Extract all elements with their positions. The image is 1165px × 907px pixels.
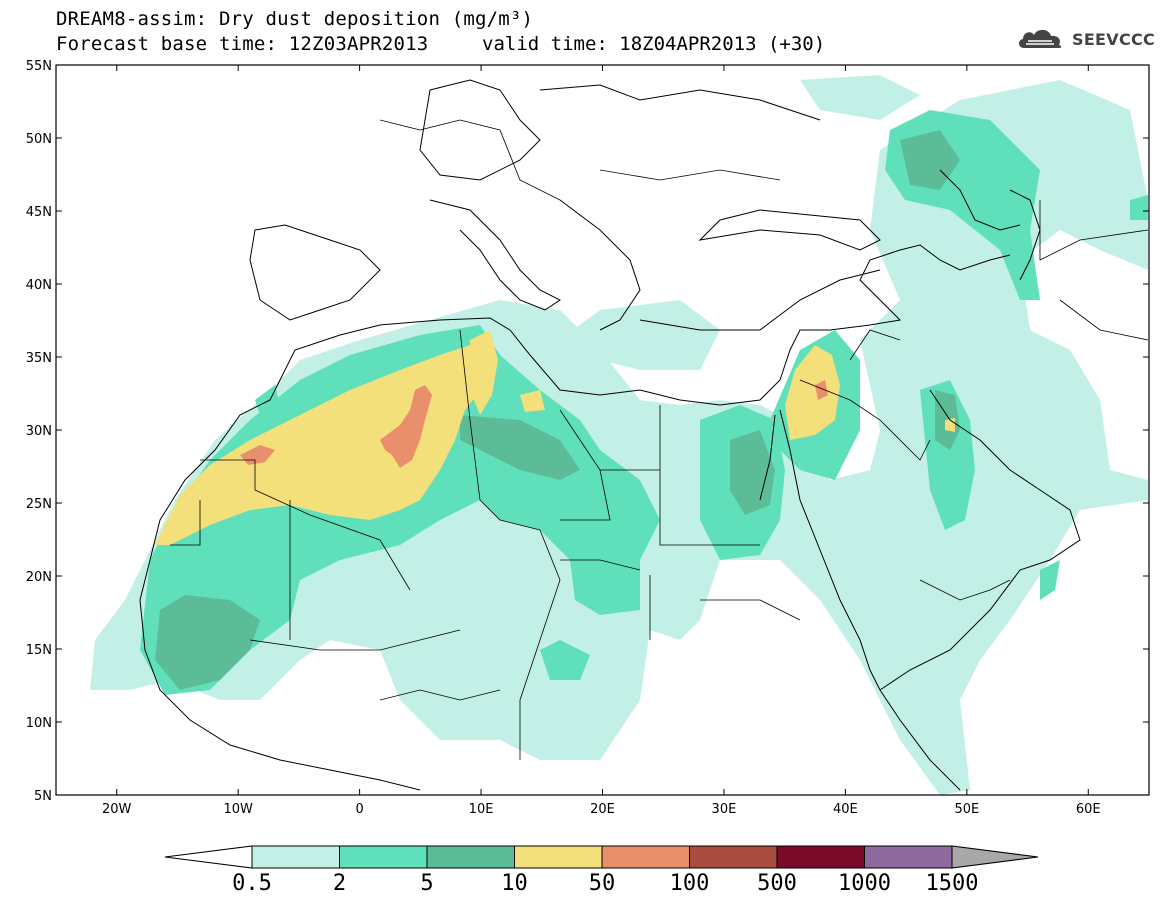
lat-tick-label: 35N bbox=[26, 351, 52, 366]
longitude-axis: 20W 10W 0 10E 20E 30E 40E 50E 60E bbox=[102, 65, 1101, 817]
seevccc-logo: SEEVCCC bbox=[1016, 26, 1155, 52]
lon-tick-label: 30E bbox=[712, 802, 737, 817]
logo-text: SEEVCCC bbox=[1072, 29, 1156, 49]
colorbar-level-label: 5 bbox=[420, 871, 433, 896]
colorbar-under-triangle bbox=[164, 845, 253, 869]
lat-tick-label: 45N bbox=[26, 205, 52, 220]
colorbar-swatch bbox=[251, 845, 340, 869]
lat-tick-label: 10N bbox=[26, 716, 52, 731]
lon-tick-label: 50E bbox=[954, 802, 979, 817]
colorbar-over-triangle bbox=[951, 845, 1039, 869]
lon-tick-label: 10W bbox=[223, 802, 253, 817]
lat-tick-label: 40N bbox=[26, 278, 52, 293]
lon-tick-label: 20W bbox=[102, 802, 132, 817]
colorbar: 0.5 2 5 10 50 100 500 1000 1500 bbox=[164, 845, 1039, 896]
chart-title: DREAM8-assim: Dry dust deposition (mg/m³… bbox=[56, 8, 534, 30]
colorbar-level-label: 50 bbox=[589, 871, 616, 896]
colorbar-swatch bbox=[426, 845, 515, 869]
colorbar-swatch bbox=[689, 845, 778, 869]
coastlines bbox=[139, 79, 1081, 791]
colorbar-level-label: 0.5 bbox=[232, 871, 272, 896]
dust-field-strong bbox=[155, 130, 960, 690]
colorbar-level-label: 2 bbox=[333, 871, 346, 896]
lat-tick-label: 5N bbox=[34, 789, 52, 804]
map-area bbox=[90, 75, 1149, 795]
forecast-base-time: Forecast base time: 12Z03APR2013 bbox=[56, 33, 429, 55]
colorbar-swatch bbox=[864, 845, 953, 869]
dust-field-light bbox=[90, 75, 1148, 795]
colorbar-swatch bbox=[776, 845, 865, 869]
colorbar-swatch bbox=[514, 845, 603, 869]
colorbar-level-label: 10 bbox=[501, 871, 528, 896]
lat-tick-label: 55N bbox=[26, 59, 52, 74]
lat-tick-label: 50N bbox=[26, 132, 52, 147]
lat-tick-label: 15N bbox=[26, 643, 52, 658]
lon-tick-label: 10E bbox=[469, 802, 494, 817]
colorbar-swatch bbox=[601, 845, 690, 869]
colorbar-level-label: 100 bbox=[670, 871, 710, 896]
lon-tick-label: 0 bbox=[355, 802, 363, 817]
lat-tick-label: 20N bbox=[26, 570, 52, 585]
lat-tick-label: 30N bbox=[26, 424, 52, 439]
colorbar-swatch bbox=[339, 845, 428, 869]
lon-tick-label: 60E bbox=[1076, 802, 1101, 817]
lon-tick-label: 40E bbox=[833, 802, 858, 817]
valid-time: valid time: 18Z04APR2013 (+30) bbox=[482, 33, 826, 55]
colorbar-level-label: 1000 bbox=[838, 871, 891, 896]
latitude-axis: 55N 50N 45N 40N 35N 30N 25N 20N 15N 10N 5N bbox=[26, 59, 1149, 804]
lat-tick-label: 25N bbox=[26, 497, 52, 512]
country-borders bbox=[170, 119, 1149, 760]
colorbar-level-label: 1500 bbox=[926, 871, 979, 896]
cloud-icon bbox=[1018, 29, 1062, 48]
colorbar-level-label: 500 bbox=[757, 871, 797, 896]
lon-tick-label: 20E bbox=[590, 802, 615, 817]
